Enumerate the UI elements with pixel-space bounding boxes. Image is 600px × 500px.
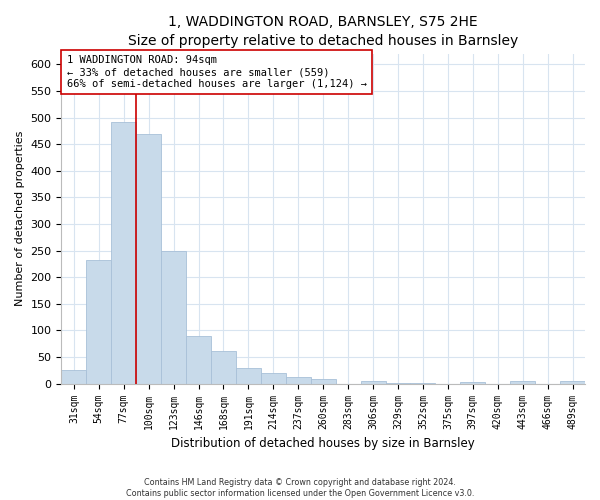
- Bar: [136, 134, 161, 384]
- Bar: [361, 380, 386, 384]
- Bar: [510, 381, 535, 384]
- Bar: [460, 382, 485, 384]
- Bar: [261, 372, 286, 384]
- Y-axis label: Number of detached properties: Number of detached properties: [15, 131, 25, 306]
- Bar: [111, 122, 136, 384]
- X-axis label: Distribution of detached houses by size in Barnsley: Distribution of detached houses by size …: [172, 437, 475, 450]
- Bar: [236, 368, 261, 384]
- Text: Contains HM Land Registry data © Crown copyright and database right 2024.
Contai: Contains HM Land Registry data © Crown c…: [126, 478, 474, 498]
- Bar: [386, 382, 410, 384]
- Bar: [161, 251, 186, 384]
- Bar: [560, 381, 585, 384]
- Bar: [211, 350, 236, 384]
- Bar: [311, 380, 335, 384]
- Bar: [410, 383, 436, 384]
- Text: 1 WADDINGTON ROAD: 94sqm
← 33% of detached houses are smaller (559)
66% of semi-: 1 WADDINGTON ROAD: 94sqm ← 33% of detach…: [67, 56, 367, 88]
- Title: 1, WADDINGTON ROAD, BARNSLEY, S75 2HE
Size of property relative to detached hous: 1, WADDINGTON ROAD, BARNSLEY, S75 2HE Si…: [128, 15, 518, 48]
- Bar: [286, 378, 311, 384]
- Bar: [61, 370, 86, 384]
- Bar: [186, 336, 211, 384]
- Bar: [86, 260, 111, 384]
